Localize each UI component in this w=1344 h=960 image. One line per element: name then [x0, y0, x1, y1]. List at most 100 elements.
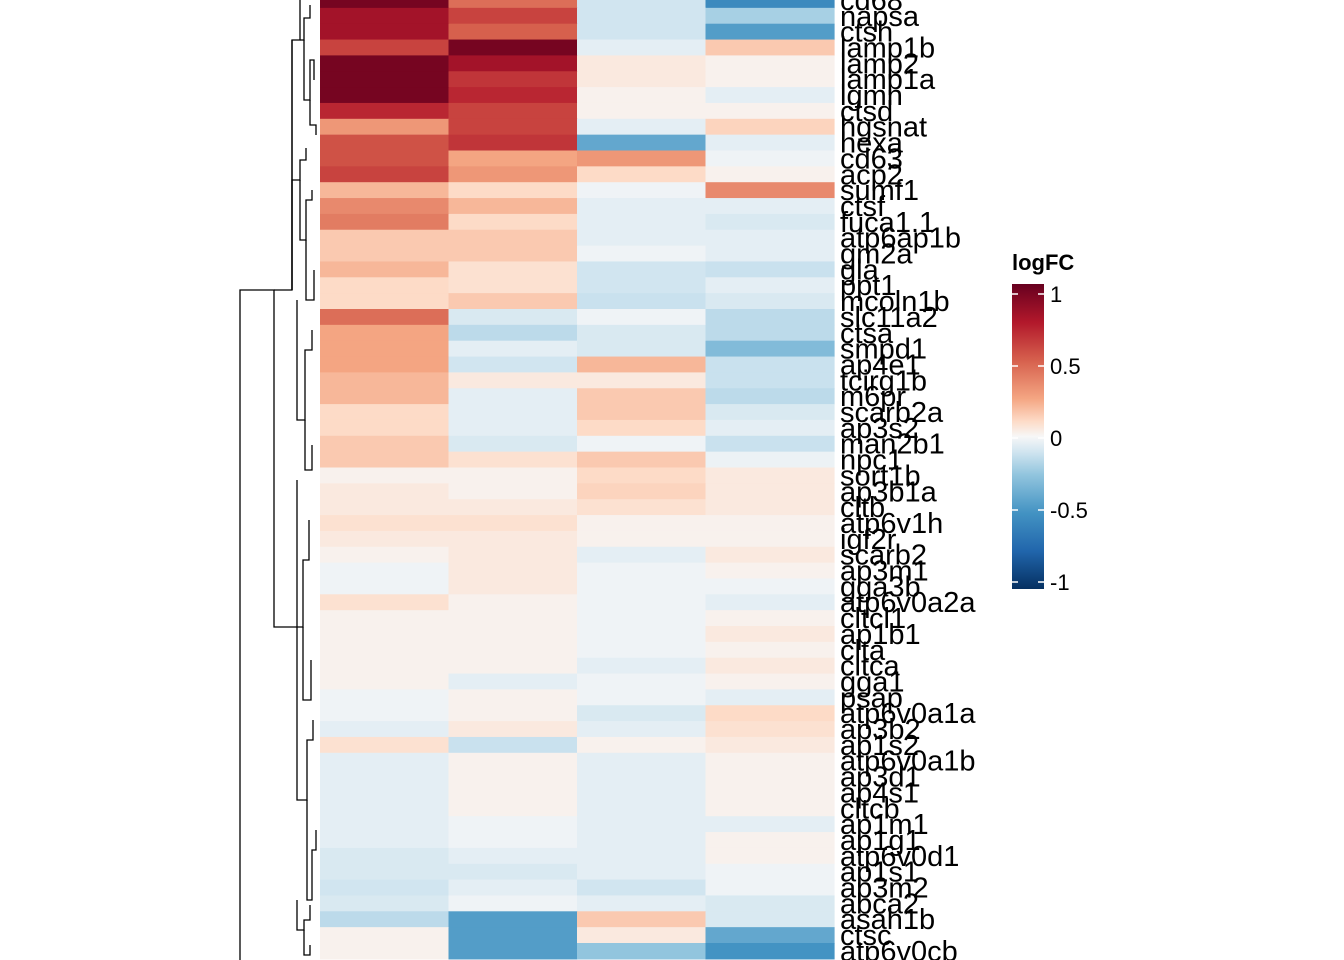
- heatmap-cell: [577, 847, 707, 865]
- heatmap-cell: [577, 71, 707, 88]
- heatmap-cell: [448, 118, 578, 136]
- heatmap-cell: [448, 356, 578, 373]
- heatmap-cell: [577, 293, 707, 310]
- heatmap-cell: [448, 610, 578, 627]
- heatmap-cell: [448, 768, 578, 786]
- heatmap-cell: [577, 213, 707, 231]
- heatmap-cell: [320, 673, 450, 690]
- heatmap-cell: [577, 610, 707, 627]
- heatmap-cell: [448, 626, 578, 643]
- heatmap-cell: [577, 356, 707, 373]
- heatmap-cell: [705, 578, 835, 595]
- heatmap-cell: [705, 641, 835, 659]
- heatmap-cell: [448, 800, 578, 817]
- heatmap-cell: [448, 483, 578, 500]
- heatmap-cell: [320, 372, 450, 389]
- heatmap-cell: [577, 229, 707, 247]
- heatmap-cell: [577, 324, 707, 342]
- heatmap-cell: [448, 102, 578, 120]
- color-legend: logFC 1 0.5 0 -0.5 -1: [1012, 250, 1088, 595]
- row-label: acp2: [840, 159, 903, 191]
- heatmap-cell: [705, 752, 835, 770]
- row-label: m6pr: [840, 381, 906, 413]
- row-label: abca2: [840, 888, 919, 920]
- row-label: cltb: [840, 492, 885, 524]
- heatmap-cell: [320, 705, 450, 722]
- heatmap-cell: [705, 0, 835, 9]
- heatmap-cell: [320, 641, 450, 659]
- heatmap-cell: [320, 39, 450, 56]
- heatmap-cell: [577, 689, 707, 706]
- heatmap-cell: [705, 324, 835, 342]
- heatmap-cell: [577, 562, 707, 580]
- heatmap-cell: [577, 673, 707, 690]
- row-label: tcirg1b: [840, 365, 927, 397]
- heatmap-cell: [320, 293, 450, 310]
- heatmap-cell: [448, 530, 578, 548]
- heatmap-cell: [320, 23, 450, 41]
- row-label: hgsnat: [840, 112, 927, 144]
- heatmap-cell: [448, 71, 578, 88]
- row-label: atp6v0a1b: [840, 746, 975, 778]
- row-label: sort1b: [840, 460, 921, 492]
- heatmap-cell: [705, 404, 835, 421]
- heatmap-cell: [577, 705, 707, 722]
- heatmap-cell: [705, 943, 835, 960]
- heatmap-cell: [705, 229, 835, 247]
- row-label: smpd1: [840, 334, 927, 366]
- heatmap-cell: [448, 689, 578, 706]
- row-label: cltca: [840, 651, 901, 683]
- heatmap-cell: [705, 610, 835, 627]
- heatmap-cell: [448, 467, 578, 484]
- row-label: atp6v0d1: [840, 841, 959, 873]
- heatmap-cell: [577, 768, 707, 786]
- row-label: gm2a: [840, 239, 913, 271]
- heatmap-cell: [577, 7, 707, 25]
- heatmap-cell: [705, 895, 835, 912]
- row-label: ctsh: [840, 17, 893, 49]
- heatmap-cell: [577, 863, 707, 881]
- heatmap-cell: [448, 293, 578, 310]
- heatmap-cell: [448, 198, 578, 215]
- heatmap-cell: [448, 673, 578, 690]
- heatmap-cell: [577, 55, 707, 72]
- row-label: ap1b1: [840, 619, 921, 651]
- heatmap-cell: [577, 784, 707, 801]
- heatmap-cell: [705, 102, 835, 120]
- heatmap-cell: [320, 277, 450, 294]
- heatmap-cell: [577, 816, 707, 833]
- heatmap-cell: [577, 879, 707, 897]
- heatmap-cell: [577, 245, 707, 263]
- heatmap-cell: [320, 198, 450, 215]
- heatmap-cell: [705, 213, 835, 231]
- heatmap-cell: [320, 610, 450, 627]
- heatmap-cell: [577, 515, 707, 532]
- heatmap-cell: [448, 451, 578, 469]
- heatmap-cell: [705, 419, 835, 437]
- row-label: gla: [840, 254, 880, 286]
- heatmap-cell: [705, 657, 835, 675]
- heatmap-cell: [705, 879, 835, 897]
- heatmap-cell: [705, 467, 835, 484]
- heatmap-cell: [705, 134, 835, 152]
- heatmap-cell: [448, 309, 578, 326]
- heatmap-cell: [705, 721, 835, 738]
- heatmap-cell: [577, 435, 707, 453]
- heatmap-cell: [448, 863, 578, 881]
- heatmap-cell: [705, 277, 835, 294]
- row-label: lamp1b: [840, 32, 935, 64]
- heatmap-cell: [320, 736, 450, 754]
- row-label: cltcb: [840, 793, 900, 825]
- heatmap-cell: [577, 0, 707, 9]
- heatmap-cell: [320, 863, 450, 881]
- row-label: ap4e1: [840, 349, 921, 381]
- heatmap-cell: [448, 879, 578, 897]
- heatmap-cell: [320, 594, 450, 611]
- heatmap-cell: [705, 673, 835, 690]
- heatmap-cell: [448, 752, 578, 770]
- heatmap-cell: [448, 499, 578, 516]
- heatmap-cell: [448, 134, 578, 152]
- row-label: lamp1a: [840, 64, 936, 96]
- heatmap-cell: [320, 166, 450, 183]
- heatmap-cell: [705, 626, 835, 643]
